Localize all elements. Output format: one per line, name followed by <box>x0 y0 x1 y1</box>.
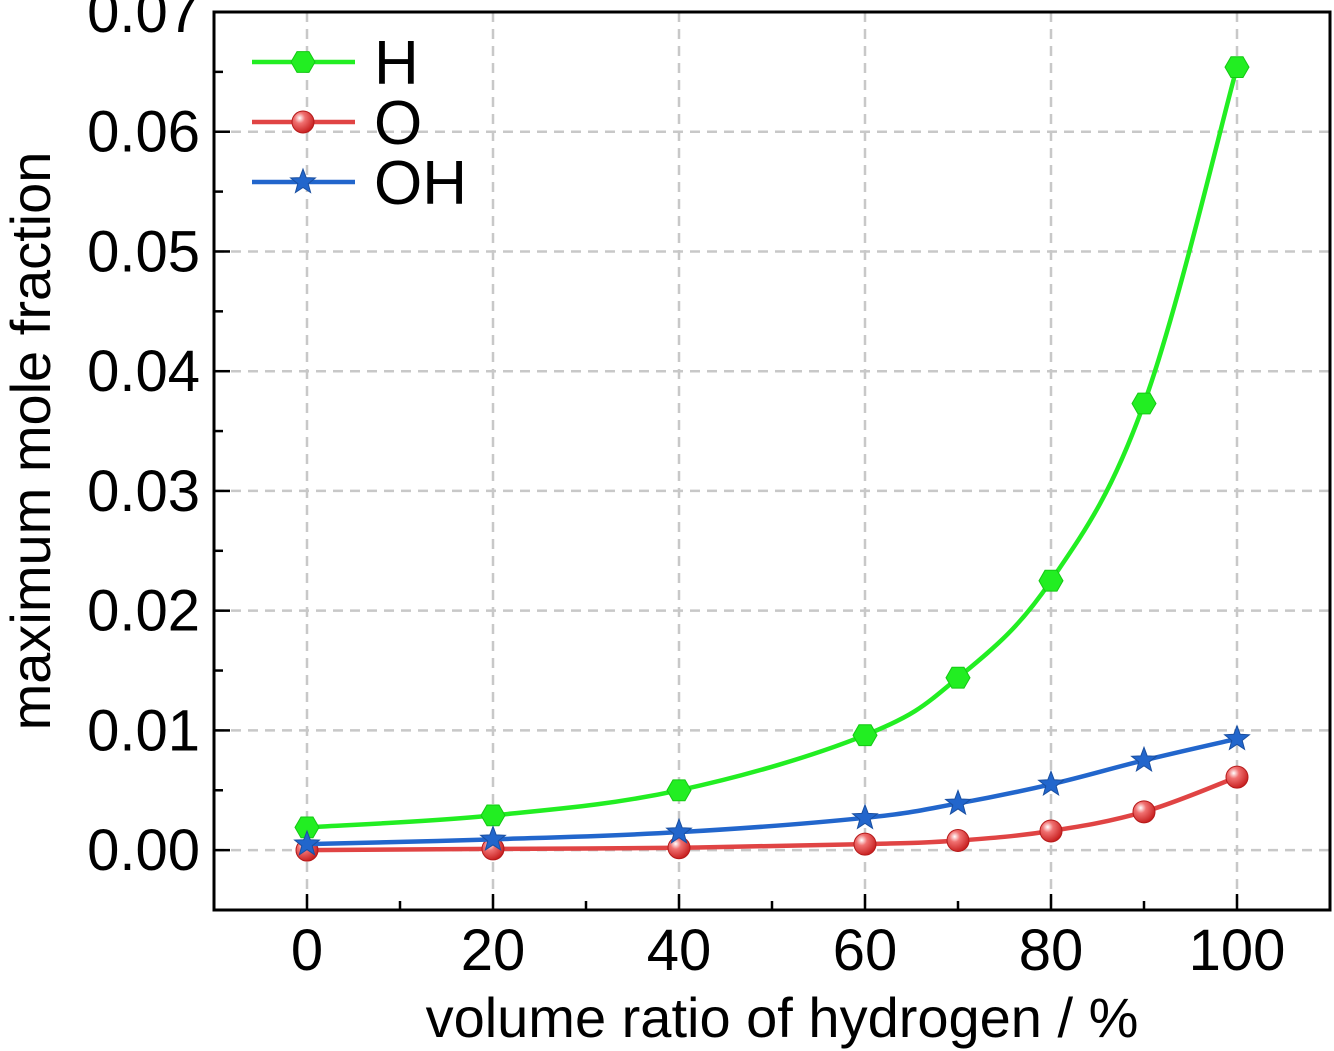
y-tick-label: 0.02 <box>87 579 200 644</box>
data-point-h <box>666 779 692 802</box>
x-tick-label: 40 <box>647 918 712 983</box>
y-tick-label: 0.04 <box>87 339 200 404</box>
data-point-h <box>1038 569 1064 592</box>
data-point-h <box>945 666 971 689</box>
x-tick-label: 20 <box>461 918 526 983</box>
x-tick-label: 80 <box>1019 918 1084 983</box>
x-tick-label: 100 <box>1189 918 1286 983</box>
series-line-h <box>306 66 1240 830</box>
data-point-h <box>1224 56 1250 78</box>
data-point-h <box>294 816 320 839</box>
x-tick-label: 0 <box>291 918 323 983</box>
x-tick-label: 60 <box>833 918 898 983</box>
data-point-oh <box>1037 769 1065 796</box>
data-point-h <box>480 804 506 827</box>
legend-marker-o <box>291 110 315 134</box>
data-point-oh <box>479 824 507 852</box>
plot-series <box>293 56 1251 862</box>
legend-marker-oh <box>289 167 317 194</box>
data-point-h <box>1131 392 1157 415</box>
axes: 0 20 40 60 80 100 0.00 0.01 0.02 0.03 0.04 0.05 0.06… <box>87 0 1332 983</box>
data-point-o <box>1039 819 1063 843</box>
legend-label-o: O <box>374 89 422 158</box>
y-tick-label: 0.01 <box>87 698 200 763</box>
y-tick-label: 0.05 <box>87 219 200 284</box>
data-point-o <box>853 832 877 856</box>
data-point-o <box>1225 765 1249 789</box>
y-tick-label: 0.06 <box>87 100 200 165</box>
data-point-o <box>667 836 691 860</box>
data-point-oh <box>851 803 879 830</box>
x-axis-label: volume ratio of hydrogen / % <box>426 986 1139 1049</box>
data-point-oh <box>1130 745 1158 773</box>
grid <box>214 10 1330 910</box>
y-tick-label: 0.00 <box>87 818 200 883</box>
data-point-o <box>1132 800 1156 824</box>
series-line-oh <box>306 736 1238 847</box>
legend-marker-h <box>290 51 316 73</box>
y-tick-label: 0.07 <box>87 0 200 45</box>
data-point-oh <box>665 817 693 844</box>
data-point-o <box>946 829 970 853</box>
legend-label-oh: OH <box>374 149 467 218</box>
y-axis-label: maximum mole fraction <box>0 152 62 731</box>
data-point-oh <box>1223 724 1251 751</box>
data-point-oh <box>944 788 972 816</box>
data-point-oh <box>293 829 321 856</box>
y-tick-label: 0.03 <box>87 459 200 524</box>
data-point-h <box>852 724 878 747</box>
legend-label-h: H <box>374 29 419 98</box>
